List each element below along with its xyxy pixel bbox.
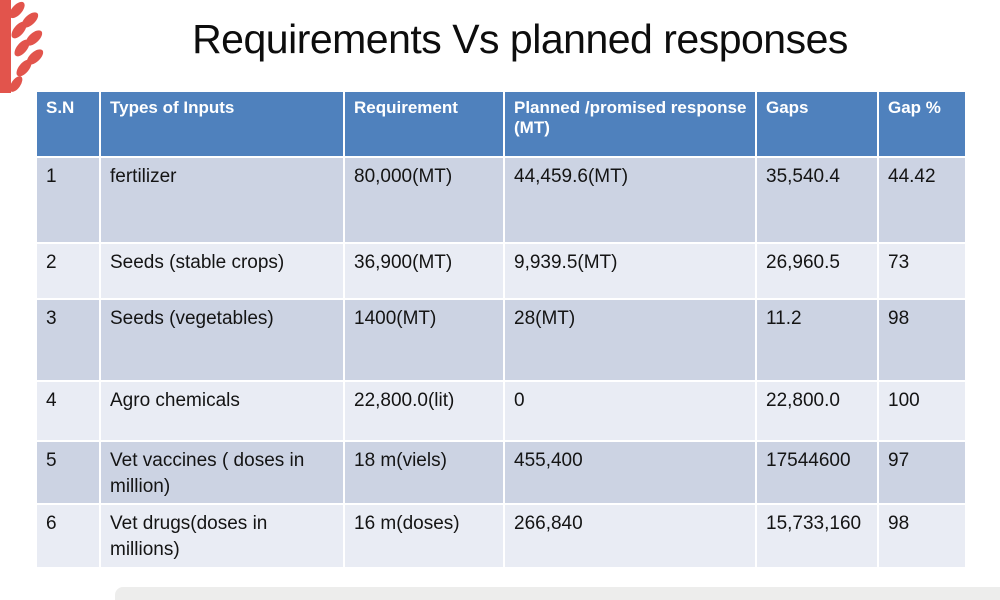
table-cell: fertilizer <box>99 156 345 244</box>
table-cell: 1400(MT) <box>343 298 505 382</box>
table-row: 3 Seeds (vegetables) 1400(MT) 28(MT) 11.2 98 <box>35 298 967 382</box>
table-row: 4 Agro chemicals 22,800.0(lit) 0 22,800.0 100 <box>35 380 967 442</box>
table-cell: 100 <box>877 380 967 442</box>
table-cell: 97 <box>877 439 967 506</box>
table-cell: 3 <box>35 298 101 382</box>
table-cell: 26,960.5 <box>755 242 879 300</box>
bottom-strip <box>115 587 1000 600</box>
table-cell: 35,540.4 <box>755 156 879 244</box>
table-cell: 16 m(doses) <box>343 503 505 569</box>
table-cell: 2 <box>35 242 101 300</box>
table-cell: 17544600 <box>755 439 879 506</box>
table-cell: 28(MT) <box>503 298 757 382</box>
column-header: Types of Inputs <box>99 90 345 158</box>
page-title: Requirements Vs planned responses <box>192 16 848 62</box>
table-cell: 4 <box>35 380 101 442</box>
wheat-logo <box>0 0 44 93</box>
column-header: Gaps <box>755 90 879 158</box>
table-cell: Seeds (stable crops) <box>99 242 345 300</box>
table-cell: 22,800.0(lit) <box>343 380 505 442</box>
table-cell: 1 <box>35 156 101 244</box>
table-row: 2 Seeds (stable crops) 36,900(MT) 9,939.5(M… <box>35 242 967 300</box>
table-cell: 36,900(MT) <box>343 242 505 300</box>
table-cell: 455,400 <box>503 439 757 506</box>
table-body: 1 fertilizer 80,000(MT) 44,459.6(MT) 35,540.… <box>35 156 967 569</box>
column-header: Planned /promised response (MT) <box>503 90 757 158</box>
table-cell: 44,459.6(MT) <box>503 156 757 244</box>
table-cell: 22,800.0 <box>755 380 879 442</box>
table-cell: Seeds (vegetables) <box>99 298 345 382</box>
table-cell: 80,000(MT) <box>343 156 505 244</box>
table-cell: 73 <box>877 242 967 300</box>
requirements-table: S.N Types of Inputs Requirement Planned /pr… <box>35 90 967 569</box>
table-cell: 98 <box>877 503 967 569</box>
table-cell: 5 <box>35 439 101 506</box>
table-row: 5 Vet vaccines ( doses in million) 18 m(vi… <box>35 439 967 506</box>
table-cell: 15,733,160 <box>755 503 879 569</box>
table-cell: Vet vaccines ( doses in million) <box>99 439 345 506</box>
table-cell: 9,939.5(MT) <box>503 242 757 300</box>
table-cell: 0 <box>503 380 757 442</box>
column-header: Gap % <box>877 90 967 158</box>
table-cell: 266,840 <box>503 503 757 569</box>
table-cell: Vet drugs(doses in millions) <box>99 503 345 569</box>
table-cell: 98 <box>877 298 967 382</box>
table-cell: Agro chemicals <box>99 380 345 442</box>
column-header: S.N <box>35 90 101 158</box>
table-header-row: S.N Types of Inputs Requirement Planned /pr… <box>35 90 967 158</box>
table-row: 6 Vet drugs(doses in millions) 16 m(doses)… <box>35 503 967 569</box>
table-cell: 11.2 <box>755 298 879 382</box>
table-cell: 6 <box>35 503 101 569</box>
table-row: 1 fertilizer 80,000(MT) 44,459.6(MT) 35,540.… <box>35 156 967 244</box>
table-cell: 44.42 <box>877 156 967 244</box>
column-header: Requirement <box>343 90 505 158</box>
table-cell: 18 m(viels) <box>343 439 505 506</box>
